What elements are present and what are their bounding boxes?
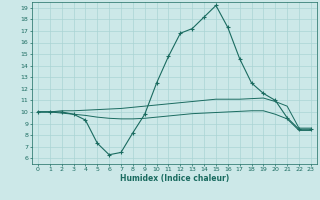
X-axis label: Humidex (Indice chaleur): Humidex (Indice chaleur): [120, 174, 229, 183]
